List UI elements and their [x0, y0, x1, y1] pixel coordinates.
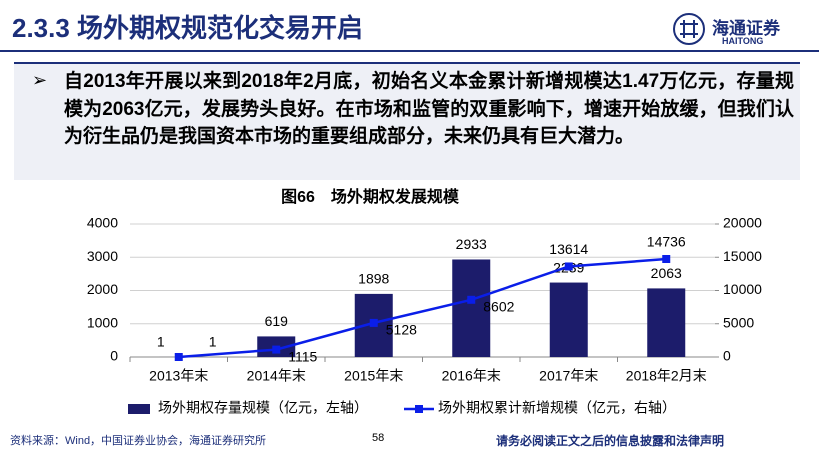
y2-tick-label: 0	[723, 348, 731, 364]
slide-title: 2.3.3 场外期权规范化交易开启	[12, 13, 364, 43]
y-tick-label: 3000	[87, 248, 118, 264]
x-tick-label: 2015年末	[344, 368, 403, 384]
line-value-label: 14736	[647, 234, 686, 250]
y-tick-label: 0	[110, 348, 118, 364]
bullet-box: ➢ 自2013年开展以来到2018年2月底，初始名义本金累计新增规模达1.47万…	[14, 62, 800, 180]
logo-icon	[673, 13, 705, 45]
bar-value-label: 1898	[358, 271, 389, 287]
line	[178, 257, 667, 359]
legend-swatch	[415, 405, 423, 413]
y2-tick-label: 20000	[723, 215, 762, 231]
title-rule	[0, 50, 819, 52]
bullet-text: 自2013年开展以来到2018年2月底，初始名义本金累计新增规模达1.47万亿元…	[64, 71, 794, 147]
bar	[452, 259, 491, 357]
x-tick-label: 2016年末	[442, 368, 501, 384]
line-value-label: 8602	[483, 298, 514, 314]
bar-value-label: 2063	[651, 265, 682, 281]
logo-en: HAITONG	[722, 36, 764, 46]
disclaimer: 请务必阅读正文之后的信息披露和法律声明	[496, 434, 725, 448]
x-tick-label: 2013年末	[149, 368, 208, 384]
line-value-label: 5128	[386, 322, 417, 338]
line-marker	[467, 295, 476, 304]
chart-title: 图66 场外期权发展规模	[281, 187, 460, 206]
legend-swatch	[128, 404, 150, 414]
y-tick-label: 1000	[87, 314, 118, 330]
y2-tick-label: 10000	[723, 281, 762, 297]
y2-tick-label: 15000	[723, 248, 762, 264]
line-value-label: 1	[209, 334, 217, 350]
line-value-label: 1115	[288, 348, 317, 364]
legend-label: 场外期权累计新增规模（亿元，右轴）	[438, 400, 676, 416]
y2-tick-label: 5000	[723, 314, 754, 330]
line-marker	[369, 318, 378, 327]
legend-label: 场外期权存量规模（亿元，左轴）	[158, 400, 368, 416]
y-tick-label: 4000	[87, 215, 118, 231]
line-marker	[174, 352, 183, 361]
bar-value-label: 2933	[456, 236, 487, 252]
line-marker	[662, 255, 671, 264]
x-tick-label: 2018年2月末	[626, 368, 707, 384]
page-number: 58	[372, 432, 385, 444]
x-tick-label: 2017年末	[539, 368, 598, 384]
bullet-arrow: ➢	[32, 70, 48, 90]
source: 资料来源：Wind，中国证券业协会，海通证券研究所	[10, 435, 267, 447]
line-value-label: 13614	[549, 241, 588, 257]
logo-cn: 海通证券	[712, 19, 780, 38]
line-marker	[272, 345, 281, 354]
y-tick-label: 2000	[87, 281, 118, 297]
bar	[549, 282, 588, 357]
bar	[647, 288, 686, 357]
bar-value-label: 619	[265, 313, 289, 329]
bar-value-label: 1	[157, 334, 165, 350]
line-marker	[564, 262, 573, 271]
chart: 图66 场外期权发展规模 0 1000 2000 3000 4000 0 5000 10000…	[87, 187, 762, 416]
x-tick-label: 2014年末	[247, 368, 306, 384]
